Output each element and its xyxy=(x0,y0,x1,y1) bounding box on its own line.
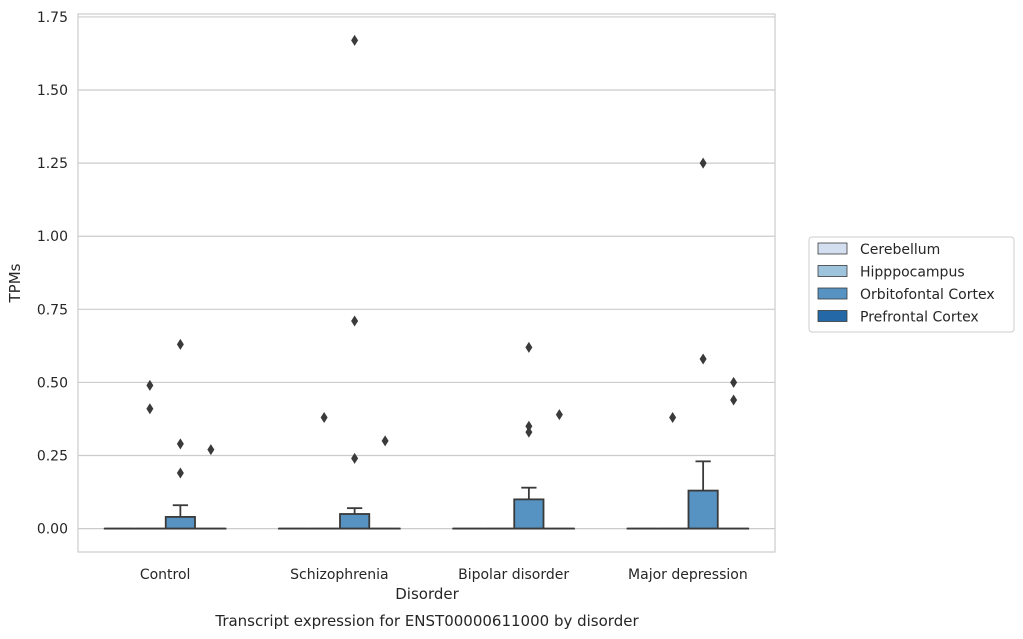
outlier-point xyxy=(176,438,184,450)
legend-label: Cerebellum xyxy=(860,242,940,258)
legend-swatch xyxy=(817,310,848,322)
outlier-point xyxy=(207,444,215,456)
outlier-point xyxy=(555,409,563,421)
outlier-point xyxy=(525,426,533,438)
x-axis-title: Disorder xyxy=(395,585,459,603)
x-tick-label: Control xyxy=(140,567,191,583)
plot-frame xyxy=(77,13,776,553)
outlier-point xyxy=(699,157,707,169)
y-tick-label: 0.50 xyxy=(37,375,68,391)
box-orbitofontal-cortex xyxy=(164,504,196,530)
legend-swatch xyxy=(817,242,848,255)
x-tick-label: Schizophrenia xyxy=(290,567,388,583)
box-orbitofontal-cortex xyxy=(513,486,545,530)
outlier-points xyxy=(146,34,738,479)
outlier-point xyxy=(146,403,154,415)
outlier-point xyxy=(669,412,677,423)
x-tick-label: Major depression xyxy=(628,567,748,583)
outlier-point xyxy=(320,412,328,423)
outlier-point xyxy=(730,394,738,406)
grid-lines xyxy=(78,16,775,530)
y-axis-title: TPMs xyxy=(6,263,24,303)
legend-swatch xyxy=(817,287,848,300)
outlier-point xyxy=(176,338,184,350)
outlier-point xyxy=(176,467,184,479)
y-tick-label: 0.00 xyxy=(37,522,68,538)
legend-label: Prefrontal Cortex xyxy=(860,310,979,326)
box-body xyxy=(687,489,719,530)
y-tick-label: 1.50 xyxy=(37,83,68,99)
box-body xyxy=(164,516,196,530)
legend-label: Orbitofontal Cortex xyxy=(860,287,995,303)
y-tick-label: 1.25 xyxy=(37,156,68,172)
outlier-point xyxy=(525,420,533,432)
outlier-point xyxy=(381,435,389,447)
outlier-point xyxy=(699,353,707,365)
outlier-point xyxy=(730,376,738,388)
y-tick-label: 0.75 xyxy=(37,302,68,318)
box-body xyxy=(513,498,545,530)
legend-swatch xyxy=(817,265,848,277)
y-tick-label: 1.00 xyxy=(37,229,68,245)
outlier-point xyxy=(351,452,359,464)
outlier-point xyxy=(525,341,533,353)
box-orbitofontal-cortex xyxy=(339,507,371,530)
outlier-point xyxy=(351,34,359,46)
legend-label: Hipppocampus xyxy=(860,265,965,281)
x-tick-labels: Control Schizophrenia Bipolar disorder Majo… xyxy=(140,567,748,583)
legend: Cerebellum Hipppocampus Orbitofontal Corte… xyxy=(808,236,1015,333)
boxes xyxy=(103,460,750,530)
y-tick-label: 0.25 xyxy=(37,449,68,465)
y-tick-labels: 0.00 0.25 0.50 0.75 1.00 1.25 1.50 1.75 xyxy=(37,10,68,538)
box-orbitofontal-cortex xyxy=(687,460,719,530)
box-body xyxy=(339,513,371,530)
outlier-point xyxy=(146,379,154,391)
x-tick-label: Bipolar disorder xyxy=(458,567,569,583)
legend-frame xyxy=(808,236,1015,333)
chart-title: Transcript expression for ENST0000061100… xyxy=(214,612,639,630)
y-tick-label: 1.75 xyxy=(37,10,68,26)
outlier-point xyxy=(351,315,359,327)
